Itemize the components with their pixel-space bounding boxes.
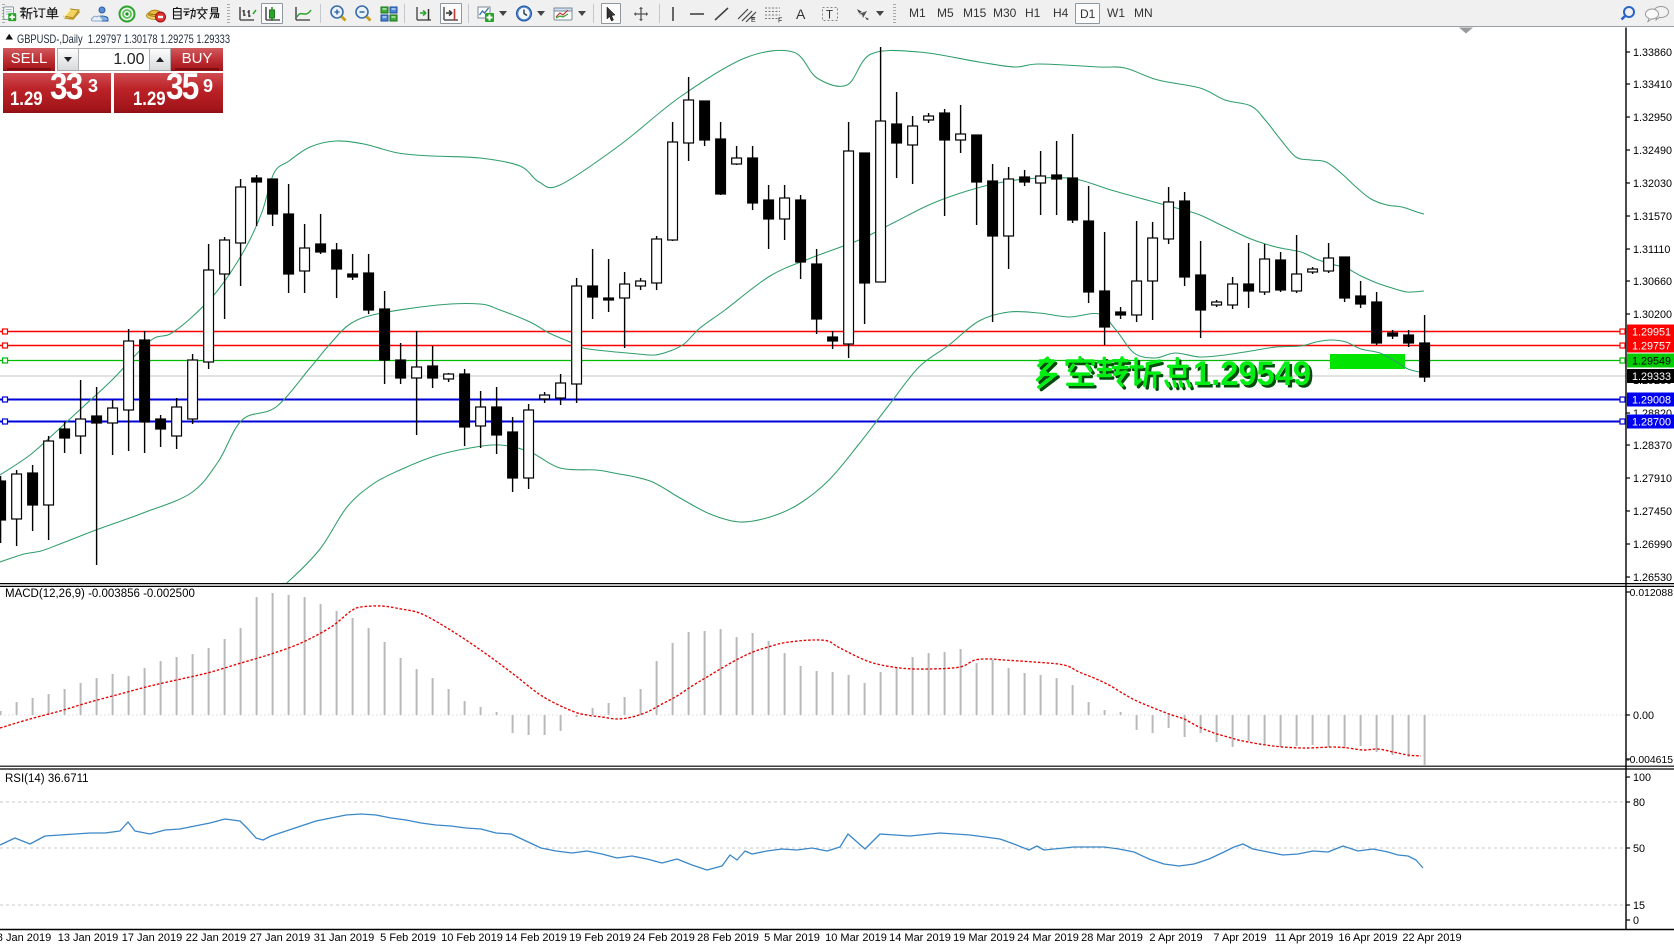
svg-text:100: 100 bbox=[1633, 772, 1651, 784]
svg-text:15: 15 bbox=[1633, 900, 1645, 912]
svg-text:1.29008: 1.29008 bbox=[1632, 395, 1671, 407]
svg-text:11 Apr 2019: 11 Apr 2019 bbox=[1275, 932, 1334, 944]
svg-text:24 Mar 2019: 24 Mar 2019 bbox=[1017, 932, 1079, 944]
svg-text:19 Feb 2019: 19 Feb 2019 bbox=[569, 932, 631, 944]
svg-text:22 Jan 2019: 22 Jan 2019 bbox=[186, 932, 247, 944]
svg-text:1.27450: 1.27450 bbox=[1633, 506, 1672, 518]
svg-text:0.00: 0.00 bbox=[1633, 710, 1654, 722]
svg-text:28 Feb 2019: 28 Feb 2019 bbox=[697, 932, 759, 944]
svg-text:1.26530: 1.26530 bbox=[1633, 572, 1672, 584]
svg-text:1.29549: 1.29549 bbox=[1632, 356, 1671, 368]
svg-text:5 Mar 2019: 5 Mar 2019 bbox=[764, 932, 820, 944]
svg-text:A: A bbox=[796, 6, 806, 22]
svg-text:17 Jan 2019: 17 Jan 2019 bbox=[122, 932, 183, 944]
svg-text:1.30660: 1.30660 bbox=[1633, 276, 1672, 288]
svg-text:24 Feb 2019: 24 Feb 2019 bbox=[633, 932, 695, 944]
svg-text:1.29757: 1.29757 bbox=[1632, 341, 1671, 353]
svg-text:7 Apr 2019: 7 Apr 2019 bbox=[1213, 932, 1266, 944]
svg-text:22 Apr 2019: 22 Apr 2019 bbox=[1402, 932, 1461, 944]
svg-text:-0.004615: -0.004615 bbox=[1626, 755, 1673, 766]
svg-text:31 Jan 2019: 31 Jan 2019 bbox=[314, 932, 375, 944]
svg-text:8 Jan 2019: 8 Jan 2019 bbox=[0, 932, 51, 944]
svg-text:1.31110: 1.31110 bbox=[1633, 244, 1670, 256]
svg-text:1.29333: 1.29333 bbox=[1632, 371, 1671, 383]
svg-text:1.27910: 1.27910 bbox=[1633, 473, 1672, 485]
svg-text:1.29951: 1.29951 bbox=[1632, 327, 1671, 339]
svg-text:MACD(12,26,9) -0.003856 -0.002: MACD(12,26,9) -0.003856 -0.002500 bbox=[5, 588, 195, 600]
svg-text:1.29549: 1.29549 bbox=[1196, 358, 1314, 396]
svg-text:10 Mar 2019: 10 Mar 2019 bbox=[825, 932, 887, 944]
svg-text:10 Feb 2019: 10 Feb 2019 bbox=[441, 932, 503, 944]
svg-text:RSI(14) 36.6711: RSI(14) 36.6711 bbox=[5, 773, 89, 785]
svg-text:1.32030: 1.32030 bbox=[1633, 178, 1672, 190]
svg-text:50: 50 bbox=[1633, 843, 1645, 855]
svg-text:1.30200: 1.30200 bbox=[1633, 309, 1672, 321]
svg-text:0: 0 bbox=[1633, 915, 1639, 927]
svg-text:1.28700: 1.28700 bbox=[1632, 417, 1671, 429]
svg-text:1.33860: 1.33860 bbox=[1633, 47, 1672, 59]
svg-text:GBPUSD-,Daily 1.29797 1.30178: GBPUSD-,Daily 1.29797 1.30178 1.29275 1.… bbox=[17, 33, 230, 46]
svg-text:T: T bbox=[826, 9, 833, 21]
svg-text:16 Apr 2019: 16 Apr 2019 bbox=[1338, 932, 1397, 944]
svg-text:1.32950: 1.32950 bbox=[1633, 112, 1672, 124]
svg-text:2 Apr 2019: 2 Apr 2019 bbox=[1149, 932, 1202, 944]
svg-text:E: E bbox=[751, 17, 756, 23]
svg-text:F: F bbox=[778, 17, 782, 23]
svg-text:1.28370: 1.28370 bbox=[1633, 440, 1672, 452]
svg-text:1.33410: 1.33410 bbox=[1633, 79, 1672, 91]
svg-text:14 Mar 2019: 14 Mar 2019 bbox=[889, 932, 951, 944]
svg-text:80: 80 bbox=[1633, 797, 1645, 809]
svg-text:28 Mar 2019: 28 Mar 2019 bbox=[1081, 932, 1143, 944]
svg-text:1.32490: 1.32490 bbox=[1633, 145, 1672, 157]
svg-text:19 Mar 2019: 19 Mar 2019 bbox=[953, 932, 1015, 944]
svg-text:1.29549: 1.29549 bbox=[1193, 355, 1311, 393]
svg-text:14 Feb 2019: 14 Feb 2019 bbox=[505, 932, 567, 944]
svg-text:5 Feb 2019: 5 Feb 2019 bbox=[380, 932, 436, 944]
svg-text:13 Jan 2019: 13 Jan 2019 bbox=[58, 932, 119, 944]
svg-text:27 Jan 2019: 27 Jan 2019 bbox=[250, 932, 311, 944]
svg-text:0.012088: 0.012088 bbox=[1630, 588, 1674, 599]
svg-text:1.26990: 1.26990 bbox=[1633, 539, 1672, 551]
svg-text:1.31570: 1.31570 bbox=[1633, 211, 1672, 223]
